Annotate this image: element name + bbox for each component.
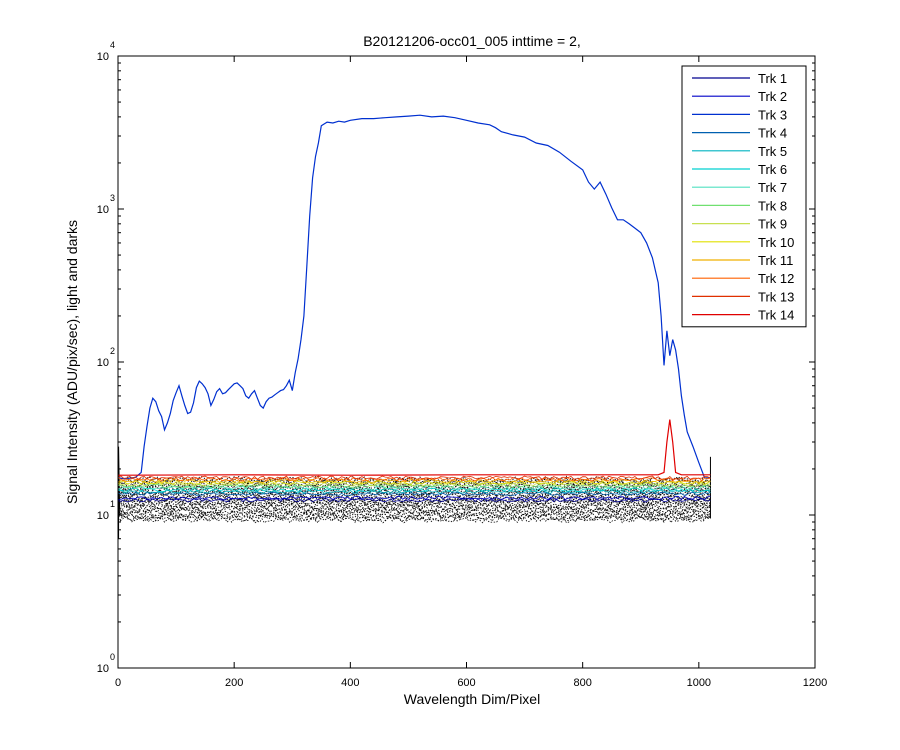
series-line-trk-9 [117,482,711,487]
series-line-trk-4 [117,491,711,497]
x-tick-label: 1000 [687,677,711,689]
dark-trace [117,511,711,519]
x-axis: 0 200 400 600 800 1000 1200 [115,56,827,689]
dark-trace [117,516,711,524]
series-line-trk-3 [117,114,711,480]
legend-label-trk-13: Trk 13 [758,289,794,304]
y-tick-exponent: 3 [110,193,115,203]
series-line-trk-8 [117,483,711,489]
dark-trace [117,501,711,510]
legend-label-trk-12: Trk 12 [758,271,794,286]
legend-label-trk-5: Trk 5 [758,144,787,159]
y-tick-exponent: 2 [110,346,115,356]
x-tick-label: 200 [225,677,243,689]
x-tick-label: 1200 [803,677,827,689]
legend-label-trk-11: Trk 11 [758,253,793,268]
dark-trace [117,499,711,508]
legend-label-trk-3: Trk 3 [758,107,787,122]
x-tick-label: 600 [457,677,475,689]
legend-label-trk-6: Trk 6 [758,162,787,177]
x-tick-label: 0 [115,677,121,689]
dark-trace [117,506,711,515]
x-tick-label: 400 [341,677,359,689]
legend-label-trk-4: Trk 4 [758,126,787,141]
chart-title: B20121206-occ01_005 inttime = 2, [363,33,581,49]
y-tick-exponent: 0 [110,652,115,662]
x-tick-label: 800 [573,677,591,689]
dark-trace [117,509,711,518]
legend: Trk 1 Trk 2 Trk 3 Trk 4 Trk 5 Trk 6 Trk 7 Trk 8… [681,65,807,328]
y-tick-label: 10 [97,663,109,675]
series-line-trk-12 [117,477,711,482]
legend-box [681,65,807,328]
dark-trace [118,482,711,490]
y-tick-label: 10 [97,204,109,216]
y-axis-label: Signal Intensity (ADU/pix/sec), light an… [64,220,80,504]
x-axis-label: Wavelength Dim/Pixel [404,691,540,707]
dark-trace [117,504,711,513]
y-tick-exponent: 4 [110,40,115,50]
series-line-trk-7 [118,485,711,491]
dark-trace [117,502,711,511]
dark-trace [117,483,711,492]
series-line-trk-14 [117,419,711,476]
dark-trace [117,488,711,497]
series-line-trk-13 [117,475,711,480]
legend-label-trk-1: Trk 1 [758,71,787,86]
dark-edge-spike [118,446,121,539]
y-tick-label: 10 [97,510,109,522]
legend-label-trk-2: Trk 2 [758,89,787,104]
legend-label-trk-9: Trk 9 [758,217,787,232]
legend-label-trk-8: Trk 8 [758,198,787,213]
y-tick-exponent: 1 [110,499,115,509]
legend-label-trk-10: Trk 10 [758,235,794,250]
y-tick-label: 10 [97,357,109,369]
series-line-trk-2 [117,495,711,501]
legend-label-trk-7: Trk 7 [758,180,787,195]
y-tick-label: 10 [97,51,109,63]
series-layer [117,114,711,503]
series-line-trk-1 [117,498,711,503]
legend-label-trk-14: Trk 14 [758,308,794,323]
